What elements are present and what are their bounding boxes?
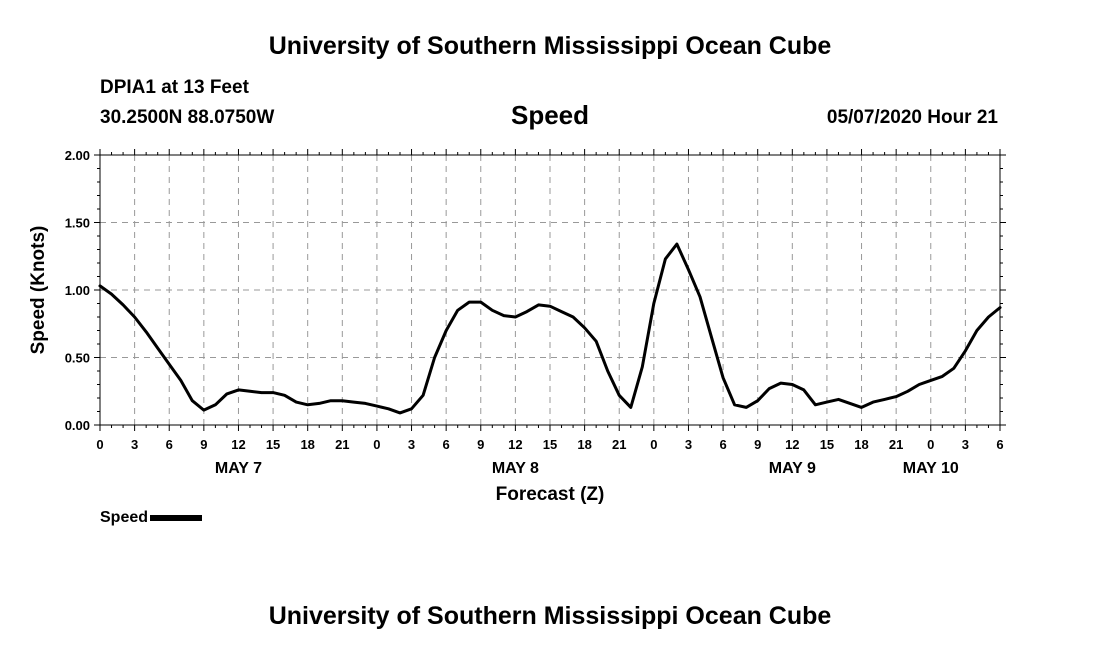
date-label: MAY 9: [769, 460, 816, 477]
x-tick-label: 15: [543, 437, 557, 452]
date-label: MAY 10: [903, 460, 959, 477]
y-tick-label: 1.50: [65, 216, 90, 231]
x-tick-label: 3: [408, 437, 415, 452]
top-title: University of Southern Mississippi Ocean…: [268, 32, 832, 60]
x-tick-label: 9: [477, 437, 484, 452]
issued-label: 05/07/2020 Hour 21: [826, 107, 998, 128]
y-tick-label: 0.50: [65, 351, 90, 366]
x-tick-label: 3: [131, 437, 138, 452]
station-label: DPIA1 at 13 Feet: [100, 77, 249, 98]
x-tick-label: 18: [300, 437, 314, 452]
x-tick-label: 12: [508, 437, 522, 452]
x-tick-label: 0: [373, 437, 380, 452]
x-tick-label: 6: [443, 437, 450, 452]
series-line-speed: [98, 242, 1002, 415]
x-tick-label: 0: [927, 437, 934, 452]
x-tick-label: 6: [719, 437, 726, 452]
x-tick-label: 21: [335, 437, 349, 452]
x-tick-label: 18: [854, 437, 868, 452]
x-tick-label: 21: [889, 437, 903, 452]
y-tick-label: 1.00: [65, 283, 90, 298]
x-tick-label: 0: [96, 437, 103, 452]
x-tick-label: 18: [577, 437, 591, 452]
y-tick-label: 0.00: [65, 418, 90, 433]
x-tick-label: 21: [612, 437, 626, 452]
chart-title: Speed: [510, 100, 590, 130]
date-label: MAY 7: [215, 460, 262, 477]
y-tick-label: 2.00: [65, 148, 90, 163]
x-tick-label: 12: [785, 437, 799, 452]
x-tick-label: 9: [754, 437, 761, 452]
location-label: 30.2500N 88.0750W: [100, 107, 275, 128]
x-tick-label: 6: [996, 437, 1003, 452]
x-tick-label: 15: [266, 437, 280, 452]
x-tick-label: 15: [820, 437, 834, 452]
y-axis-title: Speed (Knots): [28, 226, 49, 355]
x-tick-label: 3: [685, 437, 692, 452]
x-tick-label: 0: [650, 437, 657, 452]
legend: Speed: [100, 509, 203, 527]
legend-swatch: [150, 514, 203, 521]
x-tick-label: 9: [200, 437, 207, 452]
x-tick-label: 12: [231, 437, 245, 452]
bottom-title: University of Southern Mississippi Ocean…: [268, 602, 832, 630]
legend-label: Speed: [100, 509, 149, 526]
x-tick-label: 6: [166, 437, 173, 452]
date-label: MAY 8: [492, 460, 539, 477]
x-tick-label: 3: [962, 437, 969, 452]
x-axis-title: Forecast (Z): [496, 484, 605, 505]
